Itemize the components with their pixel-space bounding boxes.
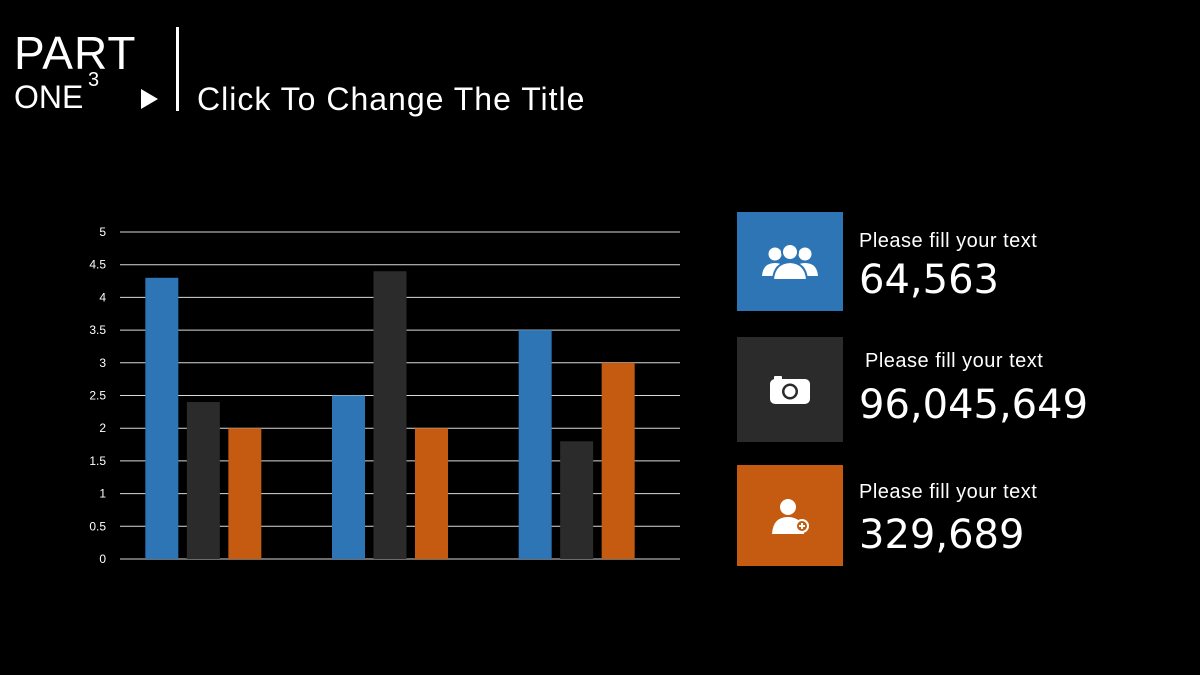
y-tick-label: 4 <box>99 290 106 304</box>
bar-series3-cat1 <box>228 428 262 559</box>
title-divider <box>176 27 179 111</box>
y-tick-label: 1.5 <box>89 454 106 468</box>
part-heading: PART <box>14 27 137 79</box>
bar-series2-cat2 <box>373 271 407 559</box>
stat-label-3[interactable]: Please fill your text <box>859 481 1038 503</box>
bar-series3-cat2 <box>415 428 448 559</box>
camera-icon <box>770 375 810 404</box>
y-tick-label: 4.5 <box>89 258 106 272</box>
stat-value-1[interactable]: 64,563 <box>859 257 999 303</box>
stat-tile-users <box>737 212 843 311</box>
bar-series2-cat1 <box>186 402 220 559</box>
bar-series1-cat2 <box>332 395 365 559</box>
stat-value-2[interactable]: 96,045,649 <box>859 382 1089 428</box>
y-tick-label: 5 <box>99 225 106 239</box>
part-number: 3 <box>88 69 100 91</box>
stat-tile-camera <box>737 337 843 442</box>
add-user-icon <box>772 498 809 534</box>
bar-series1-cat1 <box>145 277 179 559</box>
y-tick-label: 0.5 <box>89 519 106 533</box>
bar-series1-cat3 <box>518 330 552 559</box>
stat-value-3[interactable]: 329,689 <box>859 512 1025 558</box>
play-icon <box>141 89 158 109</box>
y-tick-label: 0 <box>99 552 106 566</box>
y-tick-label: 3.5 <box>89 323 106 337</box>
stat-label-2[interactable]: Please fill your text <box>865 350 1044 372</box>
y-tick-label: 2 <box>99 421 106 435</box>
stat-tile-add-user <box>737 465 843 566</box>
one-heading: ONE <box>14 79 84 115</box>
users-icon <box>762 242 818 281</box>
bar-series2-cat3 <box>560 441 594 559</box>
slide-title[interactable]: Click To Change The Title <box>197 81 586 117</box>
y-tick-label: 2.5 <box>89 389 106 403</box>
bar-chart: 0 0.5 1 1.5 2 2.5 3 3.5 4 4.5 5 <box>89 225 680 566</box>
stat-label-1[interactable]: Please fill your text <box>859 230 1038 252</box>
y-tick-label: 1 <box>99 487 106 501</box>
bar-series3-cat3 <box>601 362 635 559</box>
y-tick-label: 3 <box>99 356 106 370</box>
